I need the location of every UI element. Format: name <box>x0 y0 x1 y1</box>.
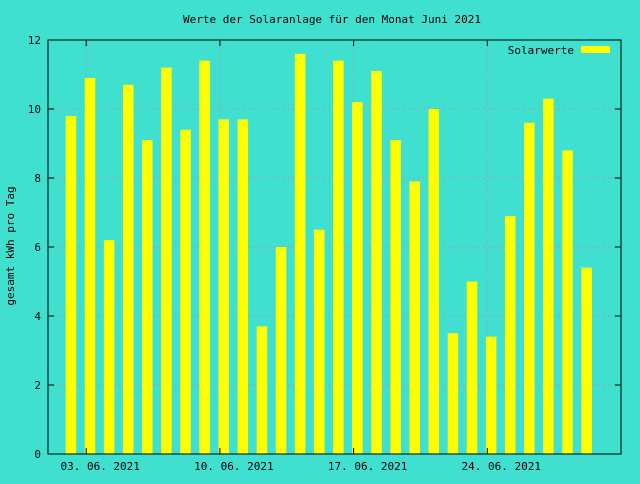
legend: Solarwerte <box>508 44 610 57</box>
bar <box>562 150 573 454</box>
bar <box>504 215 516 454</box>
x-tick-label: 24. 06. 2021 <box>462 460 541 473</box>
bar <box>371 71 382 455</box>
bar <box>122 84 134 454</box>
bar <box>581 267 592 454</box>
x-tick-label: 17. 06. 2021 <box>328 460 407 473</box>
y-tick-label: 4 <box>34 310 41 323</box>
bar <box>180 129 191 454</box>
bar <box>275 247 287 454</box>
bar <box>524 122 535 455</box>
bar <box>333 60 344 454</box>
bar <box>409 181 420 454</box>
legend-label: Solarwerte <box>508 44 574 57</box>
bar <box>65 115 77 455</box>
y-tick-label: 8 <box>34 172 41 185</box>
bar <box>103 240 115 454</box>
x-tick-label: 03. 06. 2021 <box>60 460 139 473</box>
bar <box>256 326 268 454</box>
y-tick-label: 0 <box>34 448 41 461</box>
bar <box>543 98 554 455</box>
y-tick-label: 10 <box>28 103 41 116</box>
bar <box>313 229 325 454</box>
bar <box>218 119 229 454</box>
bar <box>84 77 96 454</box>
y-tick-label: 12 <box>28 34 41 47</box>
bar <box>142 140 153 455</box>
bar <box>199 60 210 454</box>
y-axis-label: gesamt kWh pro Tag <box>4 186 17 305</box>
y-tick-label: 2 <box>34 379 41 392</box>
bar <box>447 333 459 454</box>
bar <box>428 109 440 454</box>
bar <box>485 336 497 454</box>
bar <box>390 140 401 455</box>
x-tick-label: 10. 06. 2021 <box>194 460 273 473</box>
axes: 0 2 4 6 8 10 12 03. 06. 2021 10. 06. 2021 17. 06.… <box>28 34 621 473</box>
bar <box>466 281 478 454</box>
bar <box>161 67 172 454</box>
bar <box>294 53 306 455</box>
chart-title: Werte der Solaranlage für den Monat Juni… <box>183 13 481 26</box>
bars <box>65 53 592 455</box>
y-tick-label: 6 <box>34 241 41 254</box>
bar <box>352 102 363 454</box>
legend-swatch <box>581 46 610 53</box>
bar <box>237 119 249 454</box>
